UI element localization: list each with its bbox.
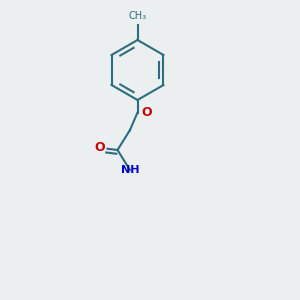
Text: NH: NH <box>121 165 139 175</box>
Text: O: O <box>141 106 152 119</box>
Text: CH₃: CH₃ <box>128 11 147 21</box>
Text: O: O <box>94 141 105 154</box>
